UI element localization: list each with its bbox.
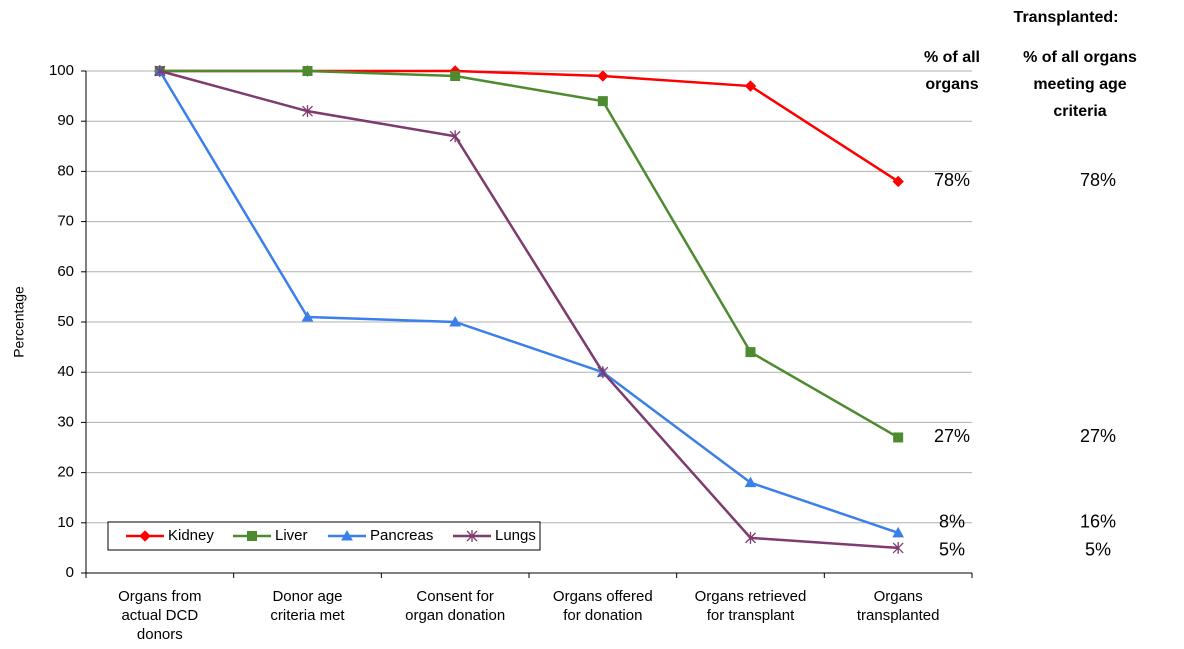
marker — [341, 529, 353, 541]
legend: Kidney Liver Pancreas Lungs — [107, 521, 541, 551]
legend-label: Liver — [275, 527, 308, 544]
y-tick-label: 50 — [57, 313, 74, 330]
age-criteria-label: 27% — [1080, 426, 1116, 446]
x-tick-label: Organs from actual DCD donors — [118, 588, 201, 643]
marker — [744, 80, 757, 92]
marker — [449, 130, 461, 143]
y-tick-label: 30 — [57, 413, 74, 430]
x-tick-label: Organs transplanted — [857, 588, 940, 624]
marker — [745, 347, 756, 358]
annotation-heading: Transplanted: — [1014, 9, 1119, 26]
marker — [247, 531, 257, 541]
legend-label: Kidney — [168, 527, 214, 544]
marker — [450, 71, 461, 82]
y-tick-label: 70 — [57, 213, 74, 230]
annotation-column1: % of all organs — [924, 49, 980, 93]
annotation-column2: % of all organs meeting age criteria — [1023, 49, 1137, 120]
marker — [154, 65, 166, 77]
x-tick-label: Consent for organ donation — [405, 588, 505, 624]
marker — [744, 476, 757, 488]
legend-label: Lungs — [495, 527, 536, 544]
y-tick-label: 10 — [57, 514, 74, 531]
series-line — [159, 69, 899, 439]
marker — [892, 526, 905, 538]
y-tick-label: 20 — [57, 464, 74, 481]
y-axis-label: Percentage — [11, 286, 27, 358]
y-tick-label: 90 — [57, 112, 74, 129]
value-label: 5% — [939, 540, 965, 560]
x-tick-label: Donor age criteria met — [270, 588, 345, 624]
y-tick-label: 0 — [66, 564, 74, 581]
value-label: 8% — [939, 512, 965, 532]
marker — [302, 66, 313, 76]
age-criteria-label: 5% — [1085, 540, 1111, 560]
series-line — [159, 69, 899, 550]
marker — [597, 366, 609, 379]
marker — [597, 70, 609, 82]
marker — [892, 541, 904, 554]
x-tick-label: Organs offered for donation — [553, 588, 653, 624]
value-label: 78% — [934, 170, 970, 190]
age-criteria-label: 16% — [1080, 512, 1116, 532]
marker — [597, 96, 608, 107]
marker — [466, 530, 478, 542]
y-tick-label: 40 — [57, 363, 74, 380]
marker — [139, 530, 151, 542]
marker — [449, 315, 462, 327]
marker — [745, 531, 756, 544]
y-tick-label: 60 — [57, 263, 74, 280]
marker — [302, 105, 313, 118]
x-tick-label: Organs retrieved for transplant — [695, 588, 807, 624]
marker — [892, 175, 904, 188]
y-tick-label: 100 — [49, 62, 74, 79]
value-label: 27% — [934, 426, 970, 446]
marker — [893, 432, 904, 443]
marker — [301, 310, 314, 322]
age-criteria-label: 78% — [1080, 170, 1116, 190]
y-tick-label: 80 — [57, 162, 74, 179]
legend-label: Pancreas — [370, 527, 433, 544]
series-line — [158, 70, 899, 535]
